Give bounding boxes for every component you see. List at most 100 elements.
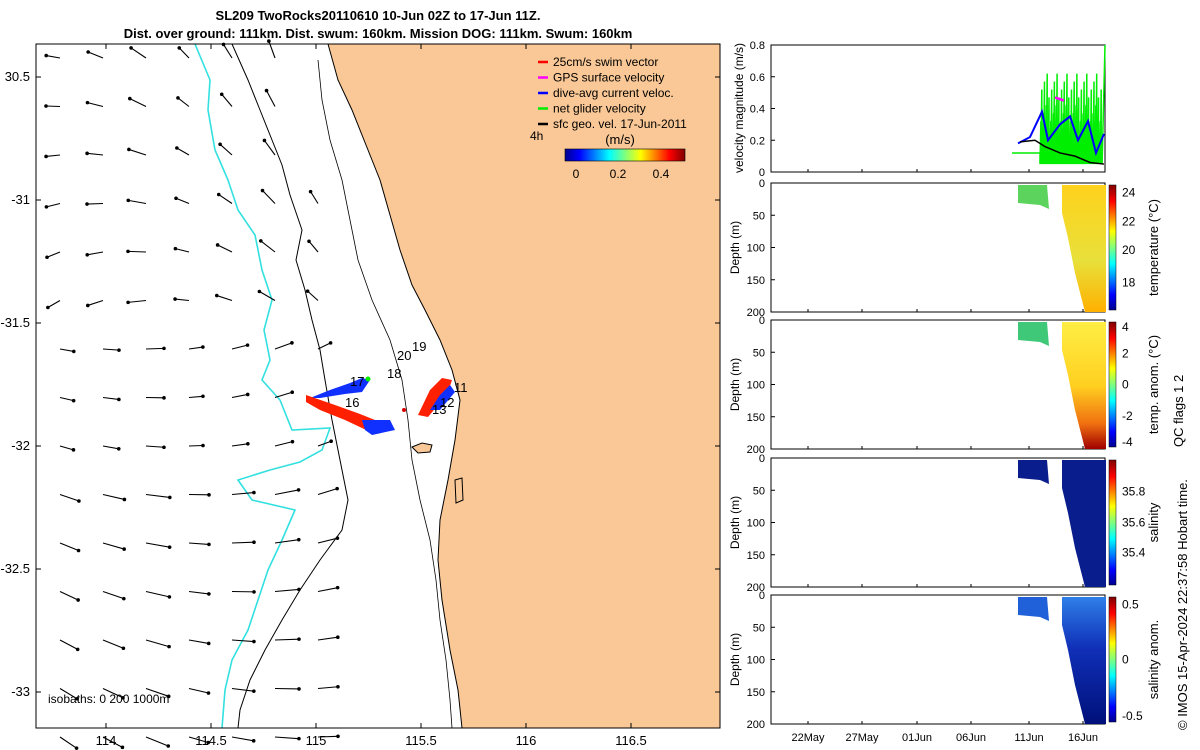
velocity-arrow — [87, 251, 104, 256]
velocity-arrow — [188, 590, 209, 595]
day-label: 11 — [454, 380, 468, 395]
velocity-arrow — [219, 143, 233, 156]
velocity-arrow — [317, 537, 338, 544]
velocity-arrow — [102, 542, 125, 550]
velocity-arrow — [59, 639, 78, 650]
copyright-note: © IMOS 15-Apr-2024 22:37:58 Hobart time. — [1175, 479, 1190, 730]
velocity-arrow-head — [122, 497, 127, 502]
colorbar-tick: -2 — [1122, 409, 1133, 423]
chart-title: SL209 TwoRocks20110610 10-Jun 02Z to 17-… — [215, 8, 541, 23]
velocity-arrow-head — [175, 146, 179, 150]
velocity-arrow — [216, 295, 233, 302]
velocity-arrow — [59, 348, 74, 352]
depth-ytick: 0 — [759, 178, 765, 190]
velocity-arrow — [102, 445, 119, 450]
velocity-arrow — [128, 199, 147, 205]
velocity-arrow-head — [215, 243, 220, 247]
velocity-arrow-head — [174, 196, 178, 201]
colorbar-tick: 0 — [1122, 653, 1129, 667]
panel-frame — [770, 457, 1106, 588]
velocity-arrow-head — [290, 341, 294, 345]
velocity-arrow-head — [335, 486, 339, 491]
velocity-arrow-head — [290, 439, 295, 444]
velocity-arrow — [145, 493, 170, 498]
velocity-arrow — [145, 590, 170, 598]
velocity-arrow-head — [162, 445, 166, 450]
velocity-arrow-head — [86, 50, 90, 54]
velocity-arrow — [59, 396, 74, 402]
colorbar-tick: 0.4 — [653, 167, 670, 181]
velocity-arrow-head — [129, 46, 133, 50]
map-ytick: -32.5 — [0, 561, 30, 576]
qc-flags-note: QC flags 1 2 — [1171, 375, 1186, 447]
colorbar-title: (m/s) — [605, 132, 635, 147]
island-small — [454, 477, 464, 504]
velocity-arrow-head — [121, 646, 126, 651]
velocity-arrow-head — [71, 398, 76, 403]
velocity-arrow-head — [126, 198, 131, 203]
colorbar-tick: 35.6 — [1122, 516, 1146, 530]
velocity-arrow — [47, 300, 61, 308]
velocity-arrow-head — [252, 639, 256, 644]
velocity-arrow — [129, 98, 147, 107]
velocity-arrow-head — [336, 734, 340, 739]
velocity-ytick: 0.8 — [750, 40, 765, 52]
day-label: 12 — [440, 395, 454, 410]
velocity-arrow-head — [206, 691, 211, 695]
velocity-arrow-head — [252, 689, 256, 693]
velocity-arrow — [87, 51, 104, 59]
velocity-arrow-head — [201, 394, 205, 399]
colorbar-gradient — [564, 148, 686, 162]
depth-section-panel: 0 50 100 150 200 Depth (m) 24 22 20 18 temperature… — [728, 178, 1161, 319]
velocity-arrow — [266, 90, 276, 107]
velocity-arrow-head — [305, 289, 310, 293]
isobath-0m — [317, 59, 453, 729]
velocity-arrow-head — [168, 495, 172, 500]
velocity-arrow-head — [251, 739, 256, 743]
date-xtick: 01Jun — [902, 732, 932, 744]
depth-ytick: 50 — [753, 347, 765, 359]
depth-ytick: 100 — [747, 243, 765, 255]
isobath-1000m — [194, 43, 332, 729]
track-blue — [430, 385, 455, 410]
velocity-arrow — [317, 342, 331, 350]
velocity-arrow-head — [167, 545, 172, 549]
isobath-200m — [231, 43, 349, 729]
colorbar-tick: 2 — [1122, 346, 1129, 360]
velocity-arrow — [102, 688, 124, 699]
depth-ytick: 50 — [753, 485, 765, 497]
velocity-arrow-head — [245, 392, 250, 397]
depth-ytick: 150 — [747, 550, 765, 562]
velocity-arrow — [231, 344, 248, 350]
velocity-arrow — [177, 97, 190, 107]
velocity-arrow-head — [219, 92, 224, 97]
velocity-arrow-head — [206, 641, 211, 646]
surface-velocity-arrows — [44, 39, 340, 750]
velocity-arrow — [274, 736, 299, 740]
depth-ytick: 100 — [747, 655, 765, 667]
map-xtick: 115.5 — [405, 733, 437, 748]
velocity-arrow — [145, 639, 170, 648]
depth-ytick: 0 — [759, 315, 765, 327]
velocity-arrow-head — [201, 443, 205, 448]
day-label: 18 — [387, 366, 401, 381]
colorbar-label: temp. anom. (°C) — [1146, 335, 1161, 434]
depth-ytick: 200 — [747, 582, 765, 594]
velocity-arrow-head — [85, 202, 89, 206]
velocity-arrow — [317, 636, 338, 641]
velocity-arrow-head — [201, 345, 205, 349]
velocity-arrow — [218, 194, 233, 204]
velocity-arrow — [188, 346, 203, 350]
velocity-arrow — [46, 202, 61, 208]
colorbar-label: salinity anom. — [1146, 620, 1161, 699]
colorbar-label: salinity — [1146, 502, 1161, 542]
velocity-arrow — [231, 687, 254, 692]
velocity-arrow — [175, 248, 190, 253]
velocity-arrow — [102, 348, 119, 351]
velocity-arrow-head — [262, 138, 267, 143]
colorbar-tick: 35.4 — [1122, 546, 1146, 560]
velocity-arrow — [259, 291, 276, 301]
depth-ytick: 150 — [747, 412, 765, 424]
